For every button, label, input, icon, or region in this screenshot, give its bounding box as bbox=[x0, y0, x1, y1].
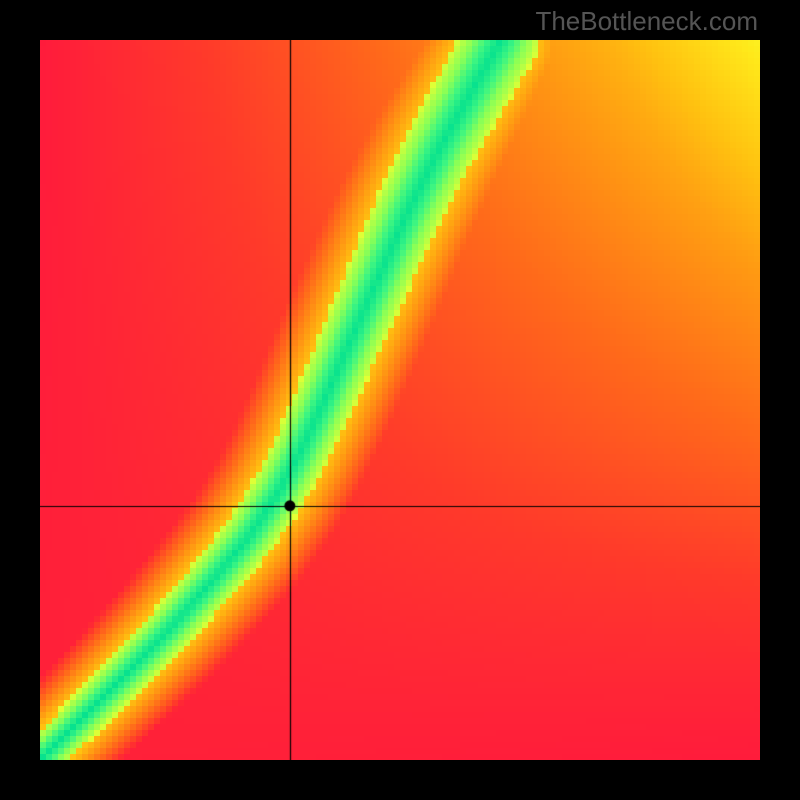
watermark-text: TheBottleneck.com bbox=[535, 6, 758, 37]
chart-container: TheBottleneck.com bbox=[0, 0, 800, 800]
bottleneck-heatmap bbox=[40, 40, 760, 760]
